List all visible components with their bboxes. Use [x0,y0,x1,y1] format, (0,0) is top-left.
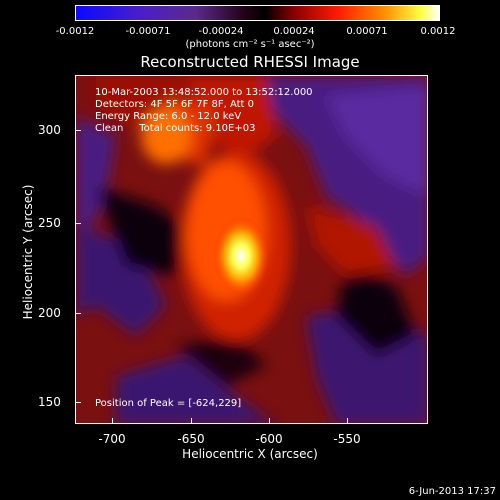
x-tick-label: -550 [333,432,361,446]
image-title: Reconstructed RHESSI Image [140,53,360,71]
colorbar-tick: 0.00024 [273,26,315,37]
y-tick-label: 150 [38,395,61,409]
colorbar-tick: 0.0012 [420,26,456,37]
time-range-label: 10-Mar-2003 13:48:52.000 to 13:52:12.000 [95,87,313,98]
clean-counts-label: Clean Total counts: 9.10E+03 [95,123,256,134]
rhessi-image [75,75,428,424]
y-tick-label: 200 [38,306,61,320]
x-tick-label: -650 [177,432,205,446]
x-axis-label: Heliocentric X (arcsec) [182,447,318,461]
colorbar [75,5,440,21]
detectors-label: Detectors: 4F 5F 6F 7F 8F, Att 0 [95,99,255,110]
colorbar-tick: -0.0012 [55,26,95,37]
peak-position-label: Position of Peak = [-624,229] [95,398,242,409]
colorbar-units: (photons cm⁻² s⁻¹ asec⁻²) [185,39,315,50]
colorbar-tick: -0.00071 [125,26,171,37]
colorbar-tick: -0.00024 [198,26,244,37]
x-tick-label: -700 [98,432,126,446]
footer-date: 6-Jun-2013 17:37 [408,486,496,497]
x-tick-label: -600 [255,432,283,446]
y-tick-label: 300 [38,123,61,137]
y-axis-label: Heliocentric Y (arcsec) [21,184,35,320]
y-tick-label: 250 [38,216,61,230]
energy-range-label: Energy Range: 6.0 - 12.0 keV [95,111,242,122]
colorbar-tick: 0.00071 [346,26,388,37]
